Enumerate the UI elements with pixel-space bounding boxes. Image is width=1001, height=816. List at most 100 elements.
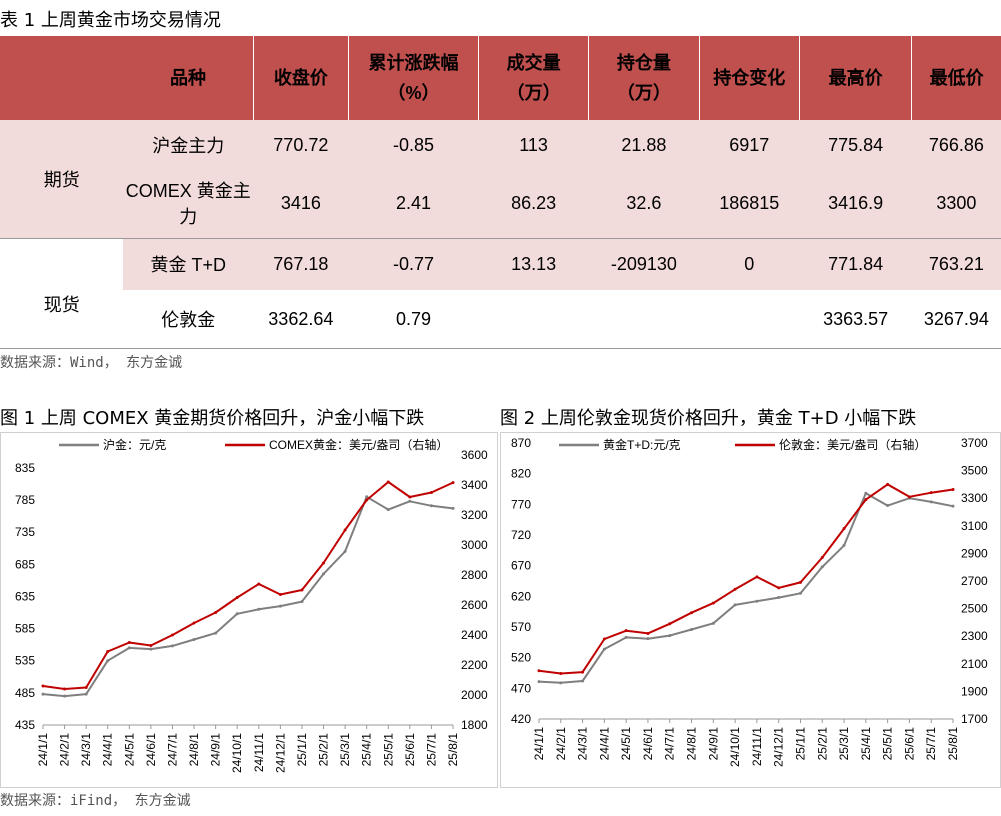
x-tick-label: 24/8/1 (685, 727, 699, 761)
data-point (365, 495, 369, 499)
left-tick-label: 720 (511, 528, 531, 542)
left-tick-label: 735 (15, 525, 35, 539)
row-cell: 766.86 (911, 120, 1001, 170)
row-cell: 伦敦金 (123, 290, 254, 348)
legend-label: 黄金T+D:元/克 (603, 437, 681, 452)
data-point (886, 482, 890, 486)
x-tick-label: 25/1/1 (295, 733, 309, 767)
data-point (929, 491, 933, 495)
data-point (864, 498, 868, 502)
chart1-svg: 435 485 535 585 635 685 735 785 835 1800 2000 2200 2… (15, 437, 488, 773)
data-point (429, 504, 433, 508)
row-cell: COMEX 黄金主力 (123, 170, 254, 238)
data-point (235, 596, 239, 599)
data-point (386, 508, 390, 512)
header-close: 收盘价 (253, 36, 350, 120)
data-point (842, 543, 846, 547)
row-cell (478, 290, 589, 348)
data-point (214, 631, 218, 635)
x-tick-label: 25/3/1 (837, 727, 851, 761)
x-tick-label: 24/4/1 (101, 733, 115, 767)
table-bottom-rule (0, 348, 1001, 349)
right-tick-label: 3600 (461, 448, 488, 462)
row-cell (588, 290, 700, 348)
data-point (537, 680, 541, 684)
data-point (343, 549, 347, 553)
data-point (343, 528, 347, 532)
right-tick-label: 2000 (461, 688, 488, 702)
data-point (127, 646, 131, 650)
chart1-title: 图 1 上周 COMEX 黄金期货价格回升，沪金小幅下跌 (0, 408, 425, 429)
chart1-frame: 435 485 535 585 635 685 735 785 835 1800 2000 2200 2… (0, 432, 498, 788)
left-tick-label: 785 (15, 493, 35, 507)
row-cell: 13.13 (478, 237, 589, 290)
data-point (300, 588, 304, 592)
row-cell: 770.72 (253, 120, 349, 170)
data-point (602, 637, 606, 641)
left-tick-label: 570 (511, 620, 531, 634)
right-tick-label: 2900 (961, 546, 988, 560)
right-tick-label: 2700 (961, 574, 988, 588)
data-point (798, 580, 802, 584)
row-cell: -209130 (588, 237, 700, 290)
data-point (149, 647, 153, 651)
data-point (733, 587, 737, 591)
x-tick-label: 25/4/1 (360, 733, 374, 767)
header-low: 最低价 (911, 36, 1001, 120)
data-point (668, 622, 672, 626)
row-cell: 763.21 (911, 237, 1001, 290)
row-cell: 2.41 (348, 170, 479, 238)
series-line-red (538, 483, 954, 675)
row-cell: 0 (699, 237, 800, 290)
x-tick-label: 25/5/1 (881, 727, 895, 761)
data-point (451, 506, 455, 510)
right-tick-label: 2200 (461, 658, 488, 672)
x-tick-label: 25/8/1 (946, 727, 960, 761)
right-tick-label: 3100 (961, 519, 988, 533)
data-point (257, 607, 261, 611)
right-tick-label: 3300 (961, 491, 988, 505)
left-tick-label: 620 (511, 589, 531, 603)
left-tick-label: 470 (511, 681, 531, 695)
right-tick-label: 3000 (461, 538, 488, 552)
x-tick-label: 24/7/1 (165, 733, 179, 767)
x-tick-label: 24/8/1 (187, 733, 201, 767)
chart2-title: 图 2 上周伦敦金现货价格回升，黄金 T+D 小幅下跌 (500, 408, 917, 429)
x-tick-label: 25/3/1 (338, 733, 352, 767)
x-tick-label: 24/12/1 (772, 727, 786, 767)
right-tick-label: 1700 (961, 712, 988, 726)
x-tick-label: 24/6/1 (641, 727, 655, 761)
x-tick-label: 25/2/1 (815, 727, 829, 761)
left-tick-label: 420 (511, 712, 531, 726)
data-point (711, 601, 715, 605)
data-point (581, 679, 585, 683)
x-tick-label: 24/11/1 (750, 727, 764, 766)
left-tick-label: 770 (511, 497, 531, 511)
data-point (257, 582, 261, 586)
legend-label: 伦敦金：美元/盎司（右轴） (779, 437, 926, 452)
data-point (214, 611, 218, 614)
x-tick-label: 24/6/1 (144, 733, 158, 767)
data-point (951, 504, 955, 508)
left-tick-label: 520 (511, 651, 531, 665)
row-cell: 3267.94 (911, 290, 1001, 348)
x-tick-label: 25/7/1 (424, 733, 438, 767)
data-point (755, 599, 759, 603)
table-title: 表 1 上周黄金市场交易情况 (0, 10, 221, 31)
x-tick-label: 24/3/1 (576, 727, 590, 761)
data-point (106, 650, 110, 653)
left-tick-label: 820 (511, 467, 531, 481)
row-cell: 黄金 T+D (123, 237, 254, 290)
data-point (235, 612, 239, 616)
row-cell: 113 (478, 120, 589, 170)
series-line-red (42, 481, 454, 690)
row-cell: 3300 (911, 170, 1001, 238)
table-source: 数据来源：Wind， 东方金诚 (0, 355, 183, 371)
data-point (192, 638, 196, 641)
header-blank (0, 36, 124, 120)
x-tick-label: 24/10/1 (728, 727, 742, 767)
left-tick-label: 535 (15, 654, 35, 668)
data-point (581, 670, 585, 674)
right-tick-label: 3400 (461, 478, 488, 492)
data-point (646, 631, 650, 635)
